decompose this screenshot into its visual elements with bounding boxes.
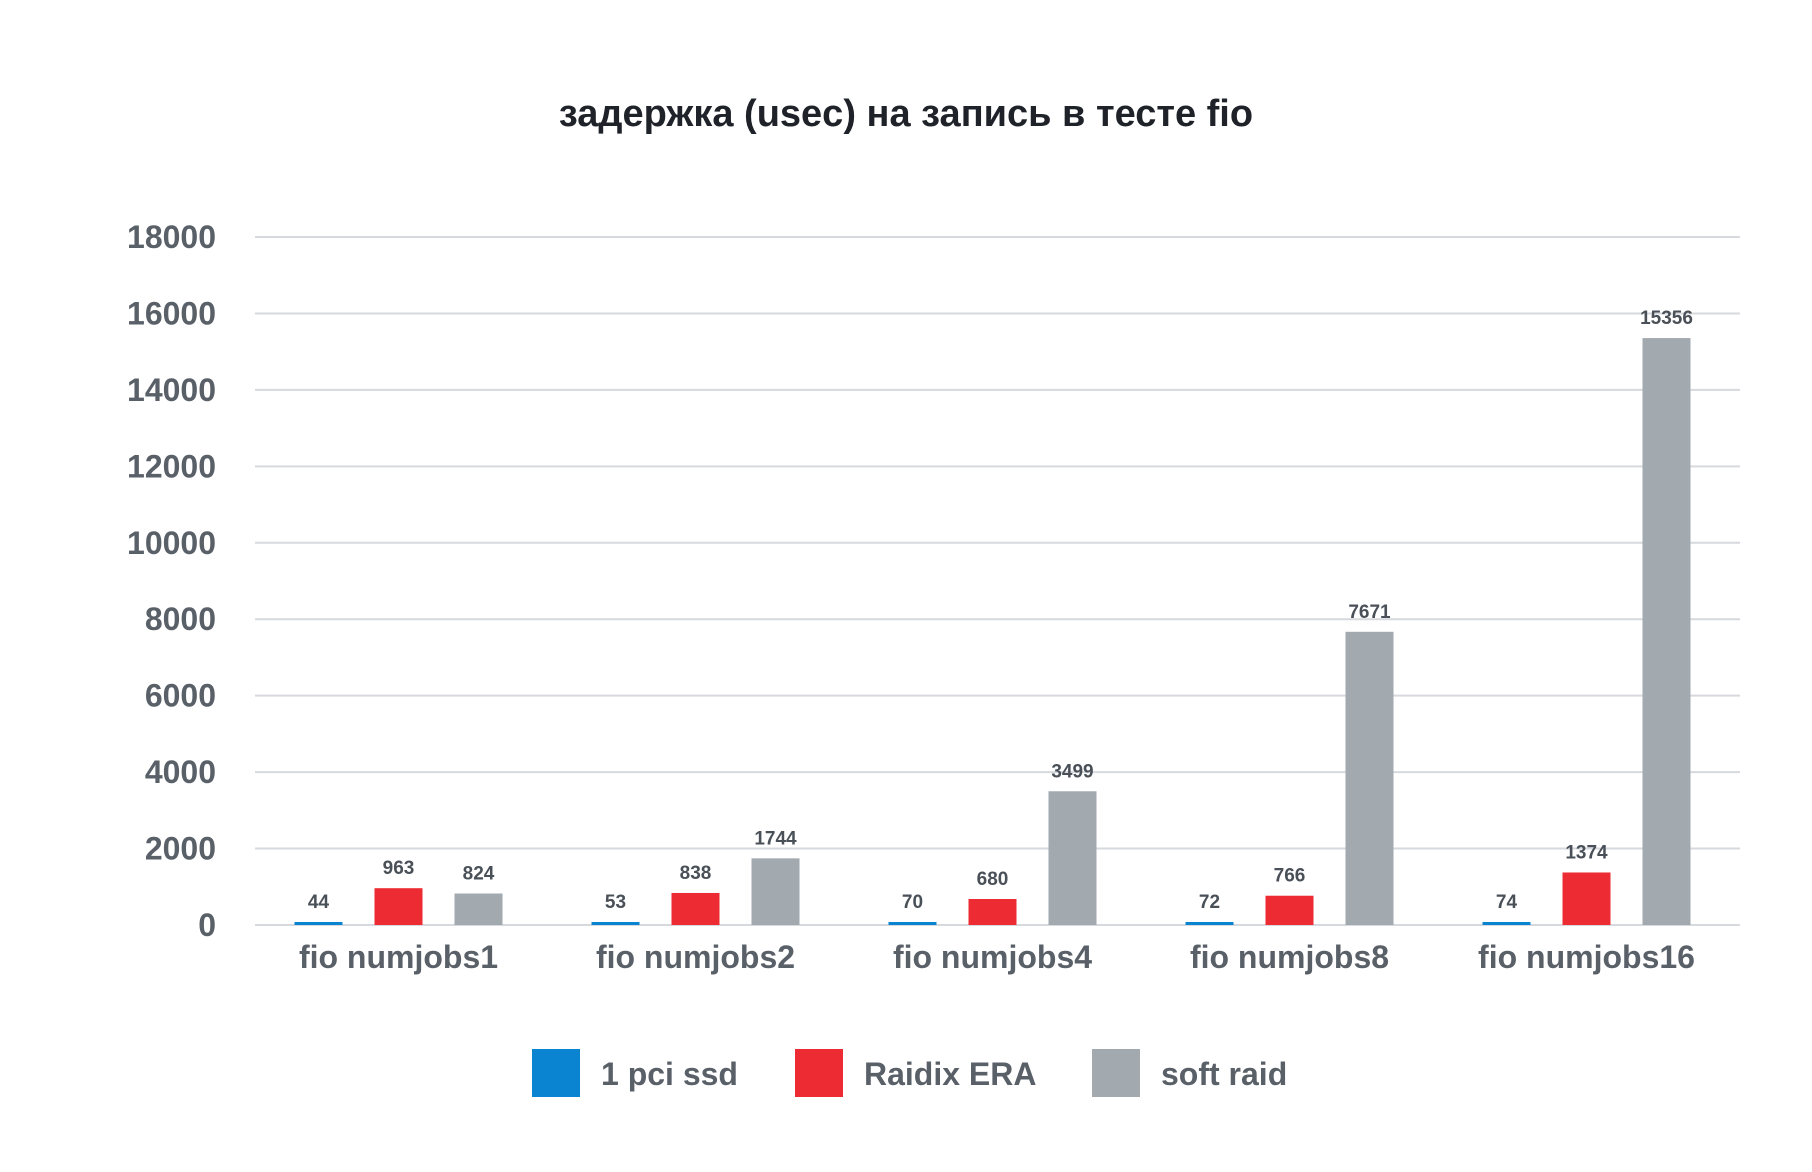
category-label: fio numjobs8: [1190, 939, 1389, 975]
y-tick-label: 12000: [127, 448, 216, 484]
data-label: 44: [308, 892, 330, 913]
bar-soft-raid-1: [454, 893, 503, 925]
bar-raidix-era-5: [1562, 872, 1611, 925]
category-label: fio numjobs2: [596, 939, 795, 975]
y-tick-label: 14000: [127, 372, 216, 408]
y-tick-label: 2000: [145, 831, 216, 867]
data-label: 72: [1199, 892, 1220, 913]
category-label: fio numjobs4: [893, 939, 1092, 975]
grid-lines: [255, 236, 1740, 926]
bar-1-pci-ssd-2: [591, 922, 640, 925]
bar-raidix-era-4: [1265, 895, 1314, 925]
legend-label: 1 pci ssd: [601, 1056, 738, 1092]
category-label: fio numjobs1: [299, 939, 498, 975]
legend-item-soft-raid: soft raid: [1092, 1049, 1287, 1097]
legend-label: Raidix ERA: [864, 1056, 1036, 1092]
y-tick-label: 6000: [145, 678, 216, 714]
bar-1-pci-ssd-5: [1482, 922, 1531, 925]
data-labels: 44 963 824 53 838 1744 70 680 3499 72 766 7671 74 137…: [308, 308, 1693, 913]
x-axis-category-labels: fio numjobs1 fio numjobs2 fio numjobs4 fio …: [299, 939, 1695, 975]
y-tick-label: 4000: [145, 754, 216, 790]
bar-1-pci-ssd-3: [888, 922, 937, 925]
data-label: 53: [605, 892, 626, 913]
bars: [294, 338, 1691, 925]
data-label: 7671: [1348, 602, 1391, 623]
bar-soft-raid-2: [751, 858, 800, 925]
bar-1-pci-ssd-4: [1185, 922, 1234, 925]
data-label: 70: [902, 892, 923, 913]
y-axis-tick-labels: 0 2000 4000 6000 8000 10000 12000 14000 16000 180…: [127, 219, 216, 943]
data-label: 15356: [1640, 308, 1693, 329]
data-label: 3499: [1051, 761, 1093, 782]
data-label: 824: [463, 864, 495, 885]
bar-soft-raid-4: [1345, 631, 1394, 925]
legend-swatch: [532, 1049, 580, 1097]
legend: 1 pci ssd Raidix ERA soft raid: [532, 1049, 1287, 1097]
bar-soft-raid-5: [1642, 338, 1691, 925]
data-label: 1744: [754, 828, 797, 849]
data-label: 1374: [1565, 842, 1608, 863]
y-tick-label: 10000: [127, 525, 216, 561]
legend-swatch: [1092, 1049, 1140, 1097]
chart-title: задержка (usec) на запись в тесте fio: [559, 93, 1253, 135]
legend-item-raidix-era: Raidix ERA: [795, 1049, 1036, 1097]
legend-item-1-pci-ssd: 1 pci ssd: [532, 1049, 738, 1097]
y-tick-label: 8000: [145, 601, 216, 637]
bar-raidix-era-1: [374, 888, 423, 925]
legend-swatch: [795, 1049, 843, 1097]
data-label: 963: [383, 858, 415, 879]
bar-1-pci-ssd-1: [294, 922, 343, 925]
data-label: 766: [1274, 866, 1306, 887]
bar-raidix-era-3: [968, 899, 1017, 925]
legend-label: soft raid: [1161, 1056, 1287, 1092]
y-tick-label: 18000: [127, 219, 216, 255]
y-tick-label: 16000: [127, 295, 216, 331]
bar-raidix-era-2: [671, 892, 720, 925]
data-label: 74: [1496, 892, 1518, 913]
bar-soft-raid-3: [1048, 791, 1097, 925]
data-label: 838: [680, 863, 712, 884]
y-tick-label: 0: [198, 907, 216, 943]
category-label: fio numjobs16: [1478, 939, 1695, 975]
data-label: 680: [977, 869, 1009, 890]
